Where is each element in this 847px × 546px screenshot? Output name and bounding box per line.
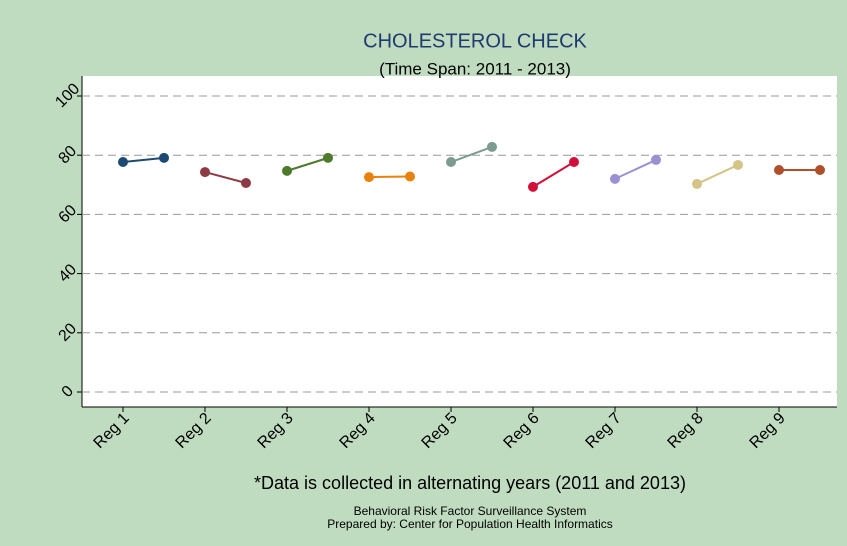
- data-point: [446, 157, 456, 168]
- series-line: [614, 159, 657, 180]
- series-line: [122, 156, 165, 164]
- data-point: [282, 165, 292, 176]
- data-point: [774, 165, 784, 175]
- series-line: [532, 161, 575, 188]
- data-point: [651, 154, 661, 165]
- source: Prepared by: Center for Population Healt…: [327, 517, 612, 531]
- data-point: [200, 167, 210, 178]
- data-point: [692, 178, 702, 189]
- footnote: *Data is collected in alternating years …: [254, 473, 686, 493]
- data-point: [241, 178, 251, 189]
- data-point: [323, 152, 333, 163]
- series-line: [286, 156, 329, 172]
- data-point: [487, 141, 497, 152]
- series-line: [450, 145, 493, 163]
- data-point: [118, 157, 128, 168]
- data-point: [610, 173, 620, 184]
- data-point: [528, 181, 538, 192]
- series-line: [368, 175, 411, 179]
- data-point: [733, 159, 743, 170]
- data-point: [405, 171, 415, 182]
- series-line: [204, 171, 247, 184]
- data-point: [159, 152, 169, 163]
- data-point: [364, 172, 374, 183]
- chart-subtitle: (Time Span: 2011 - 2013): [379, 59, 571, 78]
- source: Behavioral Risk Factor Surveillance Syst…: [354, 504, 587, 518]
- chart-title: CHOLESTEROL CHECK: [363, 30, 587, 52]
- data-point: [815, 165, 825, 175]
- series-line: [696, 164, 739, 185]
- data-point: [569, 157, 579, 168]
- plot-area: [82, 76, 837, 407]
